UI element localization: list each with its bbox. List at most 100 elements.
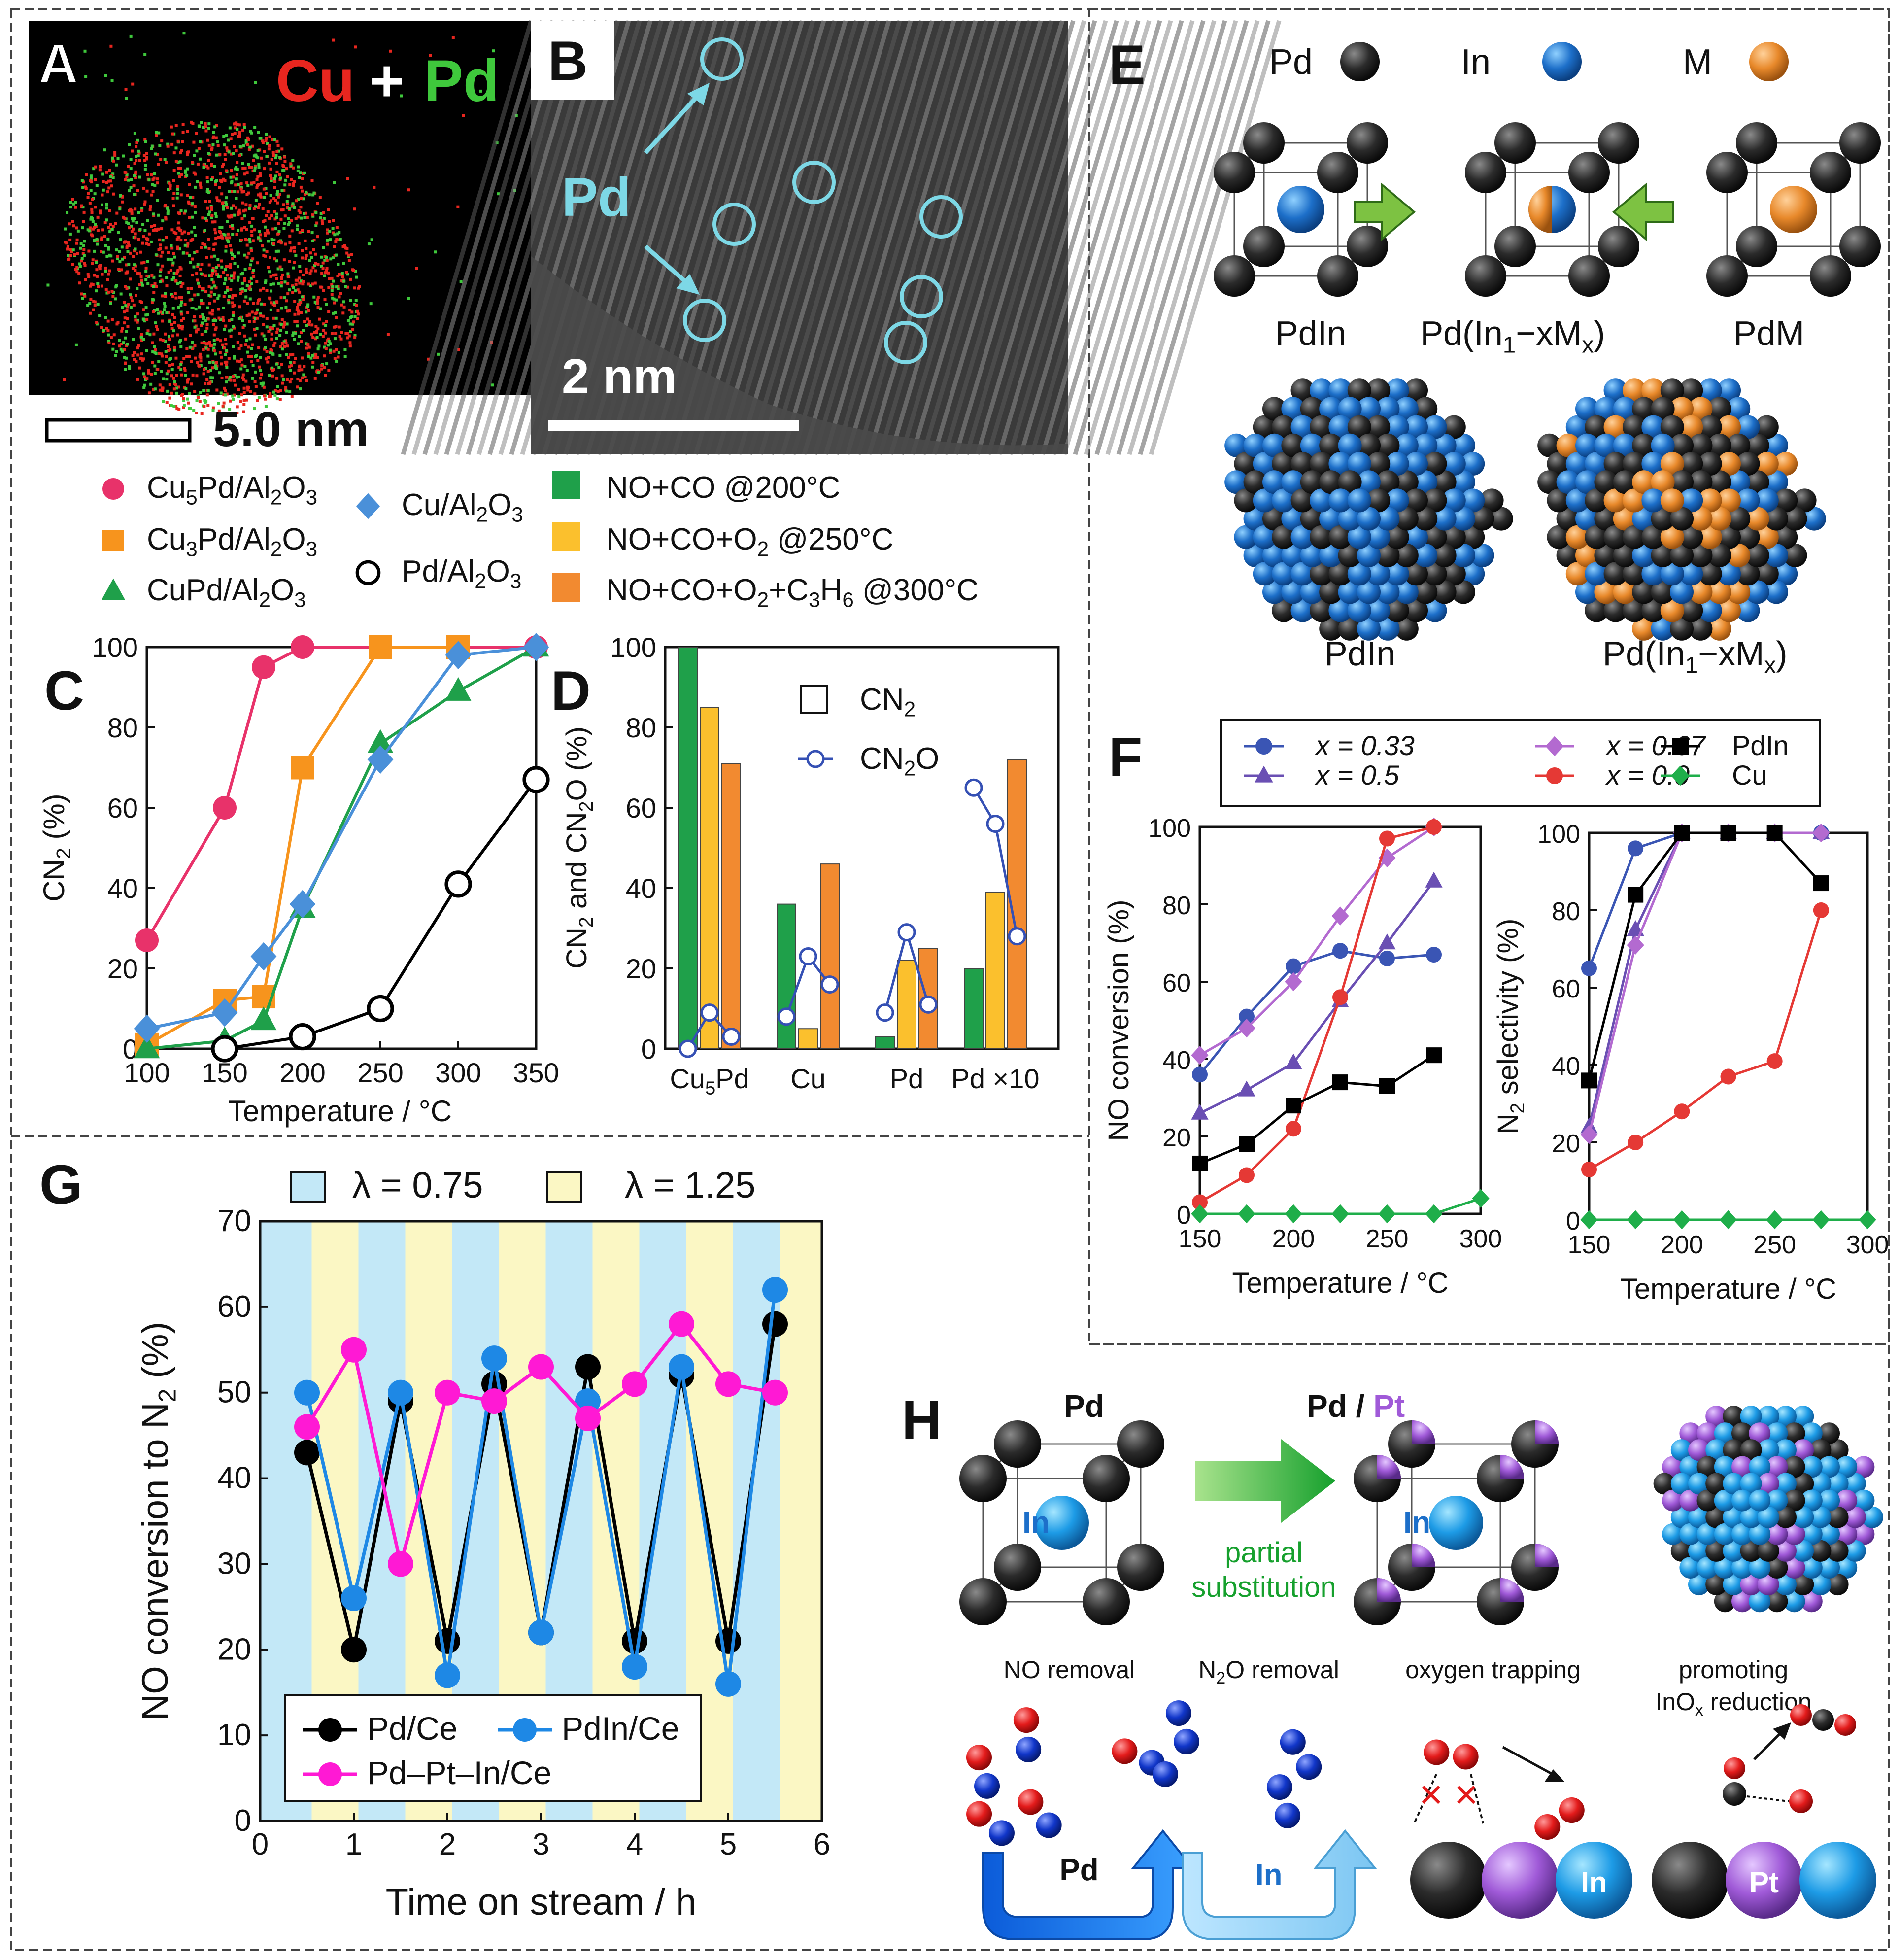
eds-dot (162, 400, 165, 403)
cluster-atom (1547, 452, 1571, 476)
eds-dot (164, 161, 168, 164)
eds-dot (270, 158, 273, 161)
eds-dot (111, 259, 114, 263)
cluster-atom (1281, 507, 1305, 531)
eds-dot (89, 176, 93, 180)
y-tick-label: 80 (1162, 892, 1191, 920)
text-run: Pd ×10 (951, 1063, 1039, 1094)
eds-dot (223, 233, 227, 237)
eds-dot (243, 279, 246, 282)
eds-dot (224, 158, 227, 161)
mech-label: NO removal (1004, 1656, 1135, 1684)
eds-dot (262, 187, 266, 191)
eds-dot (228, 295, 231, 298)
eds-dot (166, 389, 170, 393)
eds-dot (83, 294, 87, 298)
eds-dot (172, 151, 176, 155)
eds-dot (191, 373, 195, 377)
legend-label: Pd/Al2​O3​ (402, 554, 521, 593)
eds-dot (275, 162, 278, 165)
cluster-atom (1594, 433, 1618, 457)
y-tick-label: 40 (626, 873, 656, 904)
eds-dot (235, 177, 238, 181)
x-tick-label: 250 (1366, 1225, 1409, 1253)
data-point (523, 633, 549, 661)
eds-dot (342, 300, 345, 304)
pd-atom (1317, 255, 1358, 297)
eds-dot (175, 391, 178, 395)
eds-dot (233, 303, 236, 307)
cluster-atom (1783, 1456, 1805, 1478)
eds-dot (237, 251, 240, 255)
eds-dot (334, 240, 338, 243)
eds-dot (278, 193, 281, 196)
eds-dot (177, 324, 180, 328)
eds-dot (118, 250, 121, 253)
legend-label: NO+CO @200°C (606, 471, 840, 505)
eds-dot (159, 243, 162, 247)
y-tick-label: 20 (626, 953, 656, 984)
eds-dot (119, 238, 123, 241)
eds-dot (335, 348, 338, 351)
legend-label: x = 0.33 (1314, 730, 1415, 761)
eds-dot (193, 226, 196, 229)
cluster-atom (1262, 433, 1286, 457)
eds-dot (91, 262, 94, 265)
eds-dot (183, 230, 186, 234)
eds-dot (232, 345, 235, 348)
eds-dot (130, 178, 133, 181)
eds-dot (211, 143, 215, 146)
eds-dot (241, 162, 244, 166)
eds-dot (110, 318, 114, 321)
eds-dot (160, 227, 164, 231)
eds-dot (264, 187, 268, 190)
eds-dot (219, 178, 222, 182)
eds-dot (348, 344, 352, 348)
eds-dot (204, 290, 207, 293)
eds-dot (355, 304, 358, 307)
eds-dot (225, 376, 228, 379)
eds-dot (230, 152, 234, 156)
eds-dot (216, 297, 220, 300)
eds-dot (316, 302, 319, 305)
cluster-atom (1632, 433, 1656, 457)
eds-dot (320, 364, 324, 367)
eds-dot (259, 312, 262, 316)
eds-dot (250, 166, 253, 169)
label-in: In (1403, 1506, 1430, 1540)
eds-dot (124, 178, 127, 181)
eds-dot (265, 250, 269, 253)
eds-dot (175, 238, 179, 241)
eds-dot (215, 196, 219, 200)
eds-dot (130, 230, 134, 233)
eds-dot (98, 165, 102, 168)
cluster-atom (1705, 1439, 1728, 1461)
pt-quarter (1535, 1544, 1559, 1567)
eds-dot (126, 317, 129, 320)
eds-dot (137, 151, 141, 155)
eds-dot (313, 377, 317, 380)
eds-dot (257, 131, 260, 134)
eds-dot (289, 361, 292, 364)
data-point (1332, 943, 1348, 959)
eds-dot (246, 184, 250, 187)
eds-dot (313, 300, 317, 304)
cluster-atom (1253, 525, 1277, 549)
eds-dot (153, 282, 157, 285)
eds-dot (310, 256, 313, 259)
eds-dot (299, 387, 302, 391)
cluster-atom (1404, 378, 1428, 403)
eds-dot (266, 360, 270, 364)
eds-dot (298, 299, 302, 303)
eds-dot (164, 340, 167, 343)
eds-dot (291, 291, 295, 294)
cluster-atom (1423, 562, 1447, 586)
data-point (435, 1379, 460, 1406)
cluster-atom (1740, 1406, 1762, 1428)
eds-dot (332, 256, 335, 259)
eds-dot (248, 238, 251, 241)
eds-dot (160, 352, 163, 356)
eds-dot (262, 314, 265, 318)
eds-dot (277, 281, 280, 285)
eds-dot (233, 374, 237, 377)
